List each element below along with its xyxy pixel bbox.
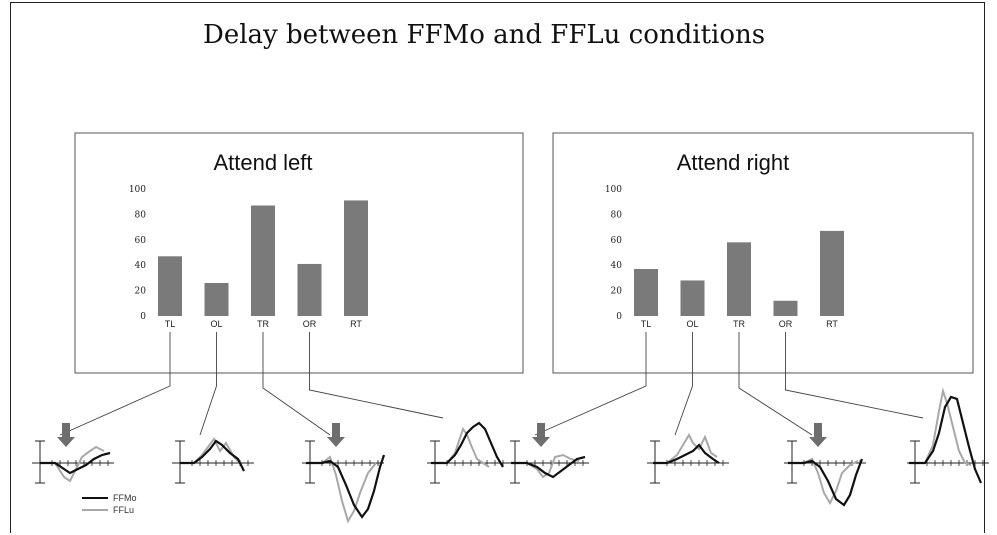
x-tick-label: OL bbox=[210, 319, 222, 329]
legend-label: FFMo bbox=[113, 493, 137, 503]
chart-title: Attend left bbox=[213, 150, 312, 175]
y-tick-label: 20 bbox=[135, 287, 147, 297]
ffmo-waveform bbox=[909, 397, 981, 483]
y-tick-label: 20 bbox=[611, 287, 623, 297]
x-tick-label: OR bbox=[303, 319, 317, 329]
down-arrow-icon bbox=[57, 423, 75, 447]
bar bbox=[774, 301, 798, 316]
ffmo-waveform bbox=[788, 459, 862, 505]
down-arrow-icon bbox=[532, 423, 550, 447]
y-tick-label: 60 bbox=[135, 236, 147, 246]
erp-waveform-plot bbox=[784, 423, 866, 505]
x-tick-label: OL bbox=[686, 319, 698, 329]
bar bbox=[158, 256, 182, 316]
y-tick-label: 40 bbox=[611, 261, 623, 271]
x-tick-label: TL bbox=[641, 319, 652, 329]
y-tick-label: 100 bbox=[605, 185, 622, 195]
bar bbox=[344, 200, 368, 316]
fflu-waveform bbox=[180, 439, 240, 463]
bar bbox=[634, 269, 658, 316]
erp-waveform-plot bbox=[32, 423, 114, 483]
bar-chart-panel: Attend right 0 20 40 60 80 100 TL OL TR OR RT bbox=[553, 133, 973, 373]
y-tick-label: 80 bbox=[135, 210, 147, 220]
erp-waveform-plot bbox=[647, 435, 729, 483]
y-tick-label: 60 bbox=[611, 236, 623, 246]
erp-waveform-plot bbox=[172, 439, 254, 483]
chart-title: Attend right bbox=[677, 150, 790, 175]
bar bbox=[681, 280, 705, 316]
x-tick-label: TL bbox=[165, 319, 176, 329]
y-tick-label: 100 bbox=[129, 185, 146, 195]
fflu-waveform bbox=[653, 435, 717, 463]
erp-waveform-plot bbox=[907, 391, 989, 483]
y-tick-label: 0 bbox=[140, 312, 146, 322]
ffmo-waveform bbox=[431, 423, 503, 467]
y-tick-label: 0 bbox=[616, 312, 622, 322]
bar-chart-panel: Attend left 0 20 40 60 80 100 TL OL TR OR RT bbox=[75, 133, 523, 373]
erp-waveform-plot bbox=[427, 423, 509, 483]
ffmo-waveform bbox=[180, 441, 244, 471]
legend-label: FFLu bbox=[113, 505, 134, 515]
legend: FFMo FFLu bbox=[82, 493, 137, 515]
y-tick-label: 80 bbox=[611, 210, 623, 220]
erp-waveform-plot bbox=[507, 423, 589, 483]
fflu-waveform bbox=[788, 459, 858, 503]
x-tick-label: TR bbox=[257, 319, 269, 329]
x-tick-label: TR bbox=[733, 319, 745, 329]
bar bbox=[727, 242, 751, 316]
x-tick-label: RT bbox=[350, 319, 362, 329]
bar bbox=[251, 206, 275, 316]
x-tick-label: RT bbox=[826, 319, 838, 329]
y-tick-label: 40 bbox=[135, 261, 147, 271]
erp-waveform-plot bbox=[302, 423, 384, 521]
bar bbox=[205, 283, 229, 316]
x-tick-label: OR bbox=[779, 319, 793, 329]
ffmo-waveform bbox=[511, 457, 585, 477]
bar bbox=[298, 264, 322, 316]
bar bbox=[820, 231, 844, 316]
